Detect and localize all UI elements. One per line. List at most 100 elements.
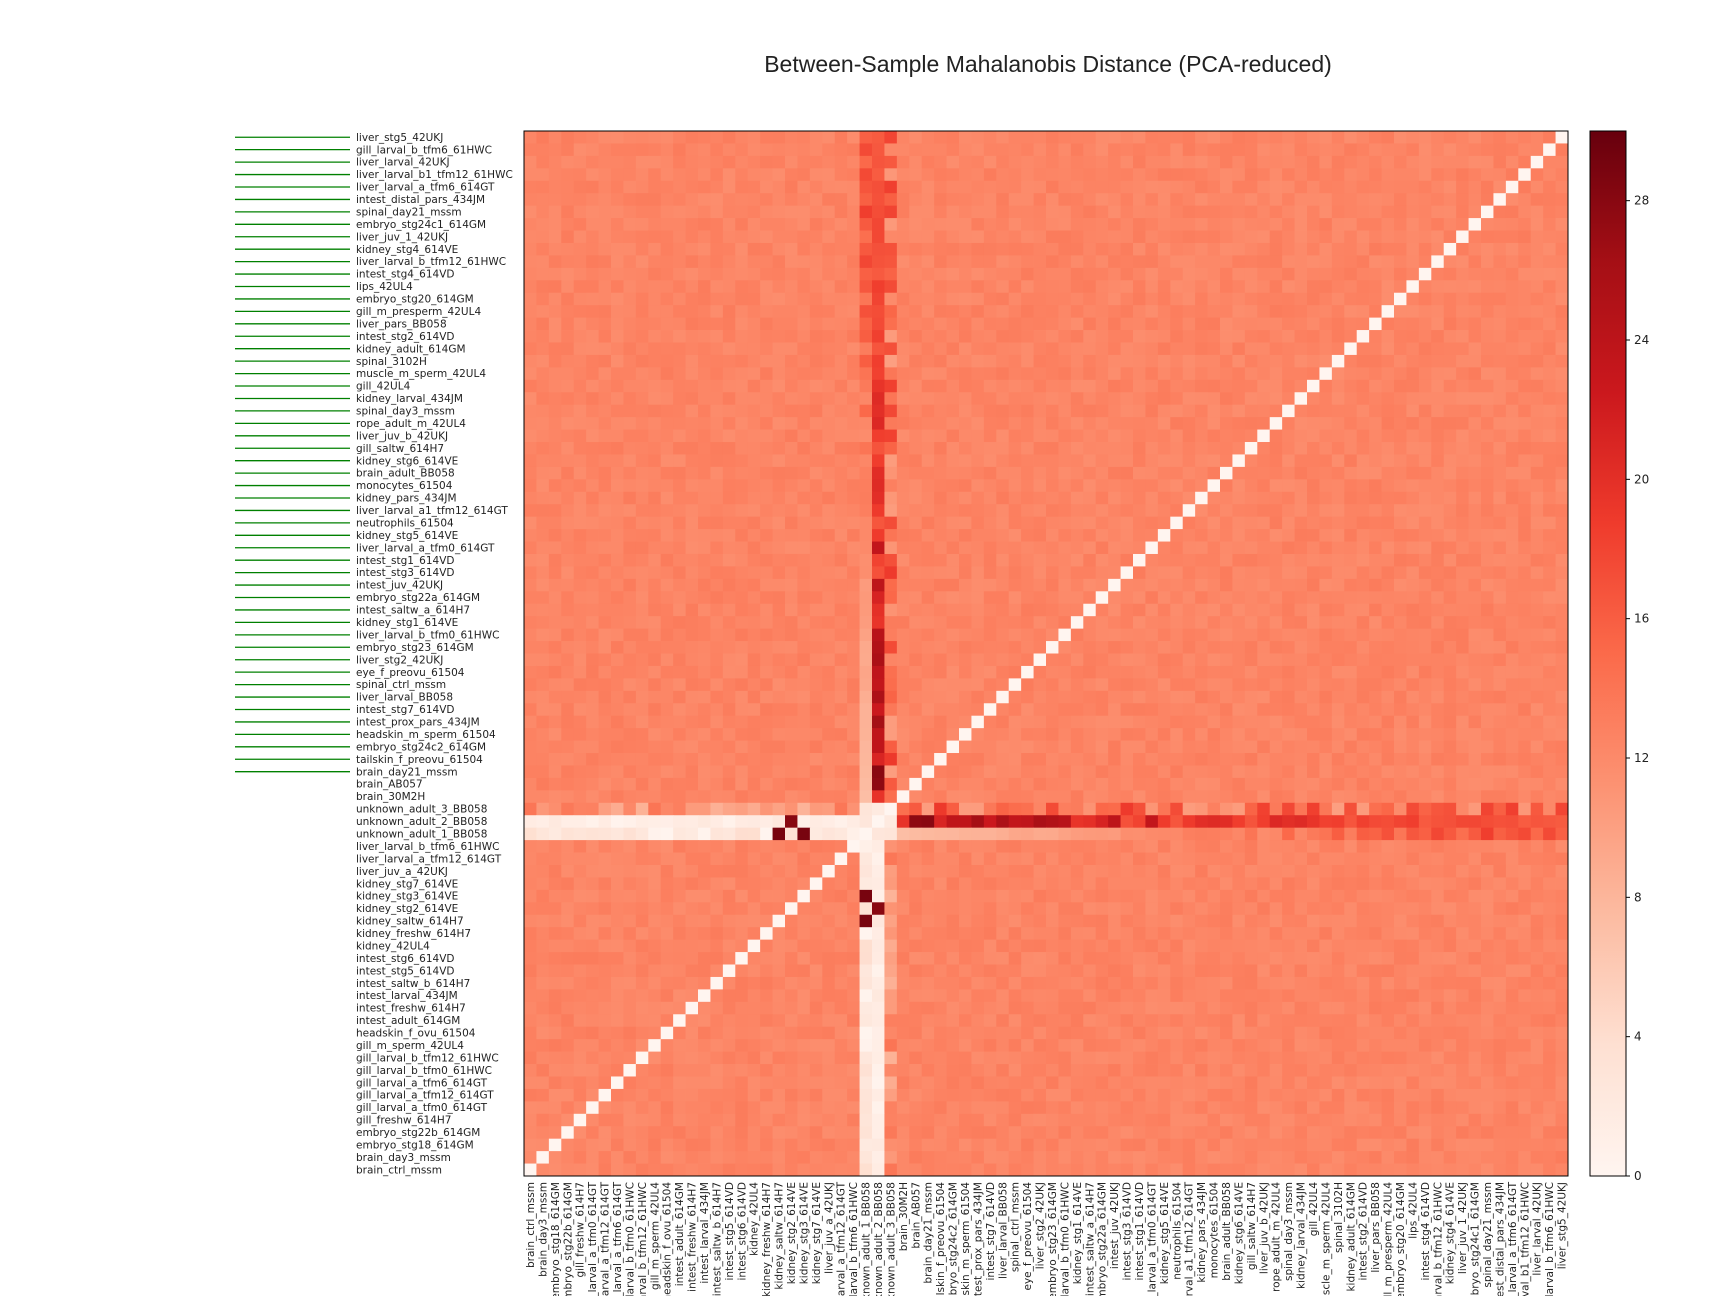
heatmap-cell	[1394, 653, 1407, 667]
heatmap-cell	[561, 131, 575, 144]
heatmap-cell	[1232, 715, 1246, 729]
heatmap-cell	[1269, 429, 1283, 443]
heatmap-cell	[735, 330, 749, 343]
heatmap-cell	[561, 815, 575, 829]
heatmap-cell	[611, 491, 624, 505]
heatmap-cell	[747, 703, 761, 717]
heatmap-cell	[747, 292, 761, 306]
heatmap-cell	[822, 504, 836, 518]
heatmap-cell	[1195, 578, 1208, 592]
heatmap-cell	[1157, 429, 1171, 443]
heatmap-cell	[1046, 690, 1059, 704]
heatmap-cell	[1269, 516, 1283, 530]
heatmap-cell	[1481, 404, 1494, 418]
heatmap-cell	[896, 180, 910, 194]
heatmap-cell	[822, 753, 836, 766]
heatmap-cell	[1294, 218, 1308, 231]
heatmap-cell	[1033, 578, 1047, 592]
heatmap-cell	[785, 404, 798, 418]
heatmap-cell	[1008, 155, 1022, 169]
heatmap-cell	[561, 454, 575, 468]
heatmap-cell	[710, 280, 724, 294]
heatmap-cell	[1505, 715, 1519, 729]
heatmap-cell	[1543, 504, 1556, 518]
heatmap-cell	[1170, 840, 1184, 853]
heatmap-cell	[698, 454, 711, 468]
heatmap-cell	[1431, 417, 1445, 430]
heatmap-cell	[1046, 180, 1059, 194]
heatmap-cell	[685, 205, 699, 219]
heatmap-cell	[1319, 205, 1333, 219]
heatmap-cell	[1481, 728, 1494, 741]
heatmap-cell	[1269, 628, 1283, 642]
heatmap-cell	[710, 765, 724, 779]
heatmap-cell	[1443, 516, 1457, 530]
heatmap-cell	[1543, 255, 1556, 269]
heatmap-cell	[735, 628, 749, 642]
heatmap-cell	[673, 230, 686, 244]
heatmap-cell	[1431, 678, 1445, 692]
heatmap-cell	[1369, 342, 1382, 356]
heatmap-cell	[1033, 827, 1047, 841]
heatmap-cell	[524, 367, 537, 381]
heatmap-cell	[1095, 777, 1109, 791]
heatmap-cell	[1431, 454, 1445, 468]
heatmap-cell	[1406, 715, 1420, 729]
heatmap-cell	[847, 280, 860, 294]
heatmap-cell	[1319, 292, 1333, 306]
heatmap-cell	[1170, 155, 1184, 169]
heatmap-cell	[921, 827, 935, 841]
heatmap-cell	[685, 765, 699, 779]
heatmap-cell	[1356, 466, 1370, 480]
heatmap-cell	[1543, 541, 1556, 555]
heatmap-cell	[1331, 765, 1345, 779]
heatmap-cell	[635, 479, 649, 493]
heatmap-cell	[934, 578, 947, 592]
heatmap-cell	[1046, 802, 1059, 816]
heatmap-cell	[1294, 205, 1308, 219]
heatmap-cell	[573, 827, 587, 841]
heatmap-cell	[735, 566, 749, 580]
heatmap-cell	[1108, 516, 1121, 530]
heatmap-cell	[847, 479, 860, 493]
heatmap-cell	[747, 131, 761, 144]
heatmap-cell	[660, 330, 674, 343]
heatmap-cell	[685, 840, 699, 853]
heatmap-cell	[834, 790, 848, 804]
heatmap-cell	[1394, 330, 1407, 343]
heatmap-cell	[548, 553, 562, 567]
heatmap-cell	[797, 553, 811, 567]
heatmap-cell	[1530, 180, 1544, 194]
heatmap-cell	[760, 603, 773, 617]
heatmap-cell	[809, 653, 823, 667]
heatmap-cell	[785, 267, 798, 281]
heatmap-cell	[1133, 753, 1146, 766]
heatmap-cell	[847, 753, 860, 766]
heatmap-cell	[1294, 815, 1308, 829]
heatmap-cell	[859, 578, 873, 592]
heatmap-cell	[1443, 367, 1457, 381]
heatmap-cell	[797, 392, 811, 406]
heatmap-cell	[1083, 342, 1097, 356]
heatmap-cell	[1269, 342, 1283, 356]
heatmap-cell	[1344, 330, 1358, 343]
row-label: brain_30M2H	[356, 791, 425, 803]
heatmap-cell	[1369, 815, 1382, 829]
heatmap-cell	[1195, 740, 1208, 754]
heatmap-cell	[872, 802, 885, 816]
heatmap-cell	[735, 740, 749, 754]
heatmap-cell	[524, 690, 537, 704]
heatmap-cell	[822, 765, 836, 779]
heatmap-cell	[1070, 466, 1084, 480]
heatmap-cell	[1182, 529, 1196, 542]
heatmap-cell	[598, 155, 612, 169]
heatmap-cell	[1182, 330, 1196, 343]
heatmap-cell	[1431, 143, 1445, 157]
heatmap-cell	[1530, 541, 1544, 555]
heatmap-cell	[909, 578, 923, 592]
heatmap-cell	[673, 442, 686, 455]
heatmap-cell	[685, 541, 699, 555]
heatmap-cell	[524, 641, 537, 654]
heatmap-cell	[1543, 529, 1556, 542]
heatmap-cell	[561, 205, 575, 219]
